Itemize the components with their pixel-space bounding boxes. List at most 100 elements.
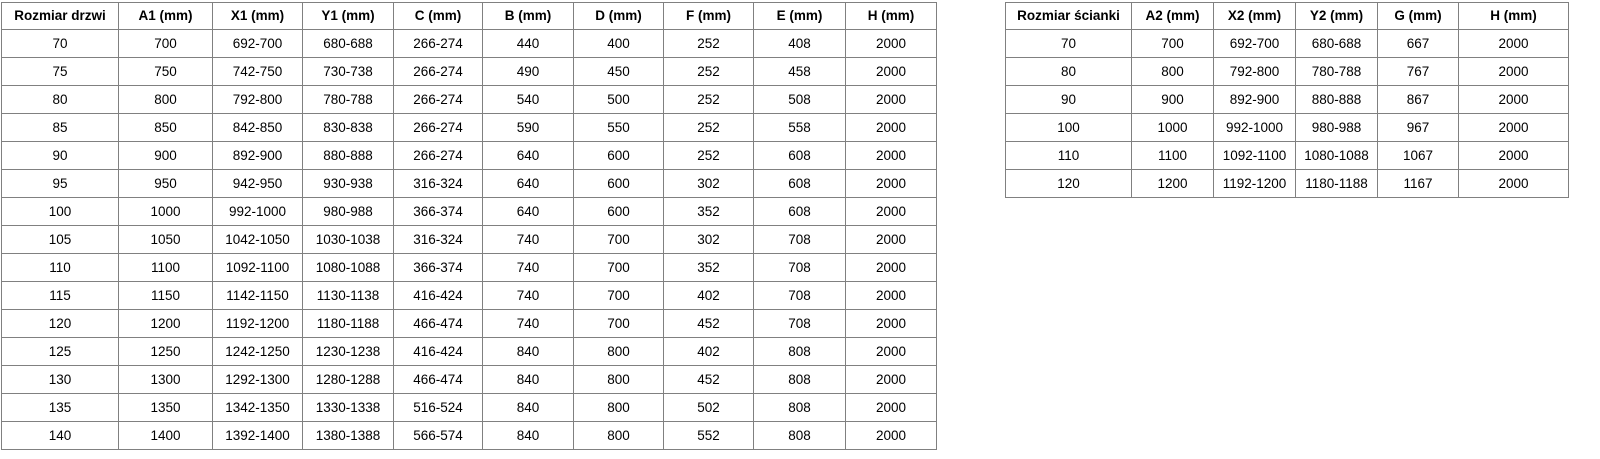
cell: 1230-1238 bbox=[302, 337, 394, 366]
table-row: 80 800 792-800 780-788 266-274 540 500 2… bbox=[1, 85, 937, 114]
cell: 566-574 bbox=[393, 421, 483, 450]
cell: 452 bbox=[663, 365, 754, 394]
cell: 880-888 bbox=[1295, 85, 1378, 114]
cell: 740 bbox=[482, 309, 574, 338]
cell: 115 bbox=[1, 281, 119, 310]
column-header-a2: A2 (mm) bbox=[1131, 2, 1214, 30]
cell: 708 bbox=[753, 309, 846, 338]
cell: 700 bbox=[1131, 29, 1214, 58]
cell: 2000 bbox=[845, 309, 937, 338]
table-row: 110 1100 1092-1100 1080-1088 366-374 740… bbox=[1, 253, 937, 282]
cell: 740 bbox=[482, 225, 574, 254]
cell: 1100 bbox=[118, 253, 213, 282]
cell: 692-700 bbox=[212, 29, 303, 58]
cell: 502 bbox=[663, 393, 754, 422]
table-row: 70 700 692-700 680-688 266-274 440 400 2… bbox=[1, 29, 937, 58]
table-row: 85 850 842-850 830-838 266-274 590 550 2… bbox=[1, 113, 937, 142]
cell: 780-788 bbox=[302, 85, 394, 114]
cell: 1130-1138 bbox=[302, 281, 394, 310]
cell: 2000 bbox=[845, 169, 937, 198]
cell: 1000 bbox=[118, 197, 213, 226]
cell: 640 bbox=[482, 141, 574, 170]
cell: 252 bbox=[663, 29, 754, 58]
cell: 1067 bbox=[1377, 141, 1459, 170]
cell: 100 bbox=[1005, 113, 1132, 142]
column-header-e: E (mm) bbox=[753, 2, 846, 30]
cell: 892-900 bbox=[1213, 85, 1296, 114]
cell: 2000 bbox=[845, 337, 937, 366]
wall-panel-size-table: Rozmiar ścianki A2 (mm) X2 (mm) Y2 (mm) … bbox=[1005, 2, 1569, 198]
column-header-f: F (mm) bbox=[663, 2, 754, 30]
table-row: 90 900 892-900 880-888 266-274 640 600 2… bbox=[1, 141, 937, 170]
wall-table-body: 70 700 692-700 680-688 667 2000 80 800 7… bbox=[1005, 29, 1569, 198]
column-header-g: G (mm) bbox=[1377, 2, 1459, 30]
cell: 1000 bbox=[1131, 113, 1214, 142]
cell: 808 bbox=[753, 337, 846, 366]
table-row: 75 750 742-750 730-738 266-274 490 450 2… bbox=[1, 57, 937, 86]
cell: 95 bbox=[1, 169, 119, 198]
cell: 2000 bbox=[1458, 141, 1569, 170]
cell: 1150 bbox=[118, 281, 213, 310]
table-row: 110 1100 1092-1100 1080-1088 1067 2000 bbox=[1005, 141, 1569, 170]
cell: 700 bbox=[573, 225, 664, 254]
cell: 105 bbox=[1, 225, 119, 254]
cell: 110 bbox=[1005, 141, 1132, 170]
cell: 1080-1088 bbox=[1295, 141, 1378, 170]
cell: 780-788 bbox=[1295, 57, 1378, 86]
cell: 590 bbox=[482, 113, 574, 142]
cell: 880-888 bbox=[302, 141, 394, 170]
cell: 1300 bbox=[118, 365, 213, 394]
cell: 708 bbox=[753, 253, 846, 282]
cell: 408 bbox=[753, 29, 846, 58]
cell: 466-474 bbox=[393, 309, 483, 338]
cell: 125 bbox=[1, 337, 119, 366]
cell: 800 bbox=[573, 393, 664, 422]
cell: 942-950 bbox=[212, 169, 303, 198]
cell: 458 bbox=[753, 57, 846, 86]
cell: 600 bbox=[573, 141, 664, 170]
cell: 1100 bbox=[1131, 141, 1214, 170]
cell: 608 bbox=[753, 141, 846, 170]
cell: 135 bbox=[1, 393, 119, 422]
cell: 1200 bbox=[118, 309, 213, 338]
cell: 316-324 bbox=[393, 225, 483, 254]
door-table-header: Rozmiar drzwi A1 (mm) X1 (mm) Y1 (mm) C … bbox=[1, 2, 937, 30]
cell: 1380-1388 bbox=[302, 421, 394, 450]
table-row: 135 1350 1342-1350 1330-1338 516-524 840… bbox=[1, 393, 937, 422]
cell: 440 bbox=[482, 29, 574, 58]
cell: 266-274 bbox=[393, 141, 483, 170]
cell: 992-1000 bbox=[1213, 113, 1296, 142]
door-table-body: 70 700 692-700 680-688 266-274 440 400 2… bbox=[1, 29, 937, 450]
cell: 2000 bbox=[845, 29, 937, 58]
cell: 742-750 bbox=[212, 57, 303, 86]
cell: 558 bbox=[753, 113, 846, 142]
table-row: 95 950 942-950 930-938 316-324 640 600 3… bbox=[1, 169, 937, 198]
cell: 2000 bbox=[845, 141, 937, 170]
cell: 1050 bbox=[118, 225, 213, 254]
cell: 700 bbox=[573, 253, 664, 282]
cell: 808 bbox=[753, 393, 846, 422]
cell: 1400 bbox=[118, 421, 213, 450]
cell: 252 bbox=[663, 141, 754, 170]
column-header-y1: Y1 (mm) bbox=[302, 2, 394, 30]
cell: 540 bbox=[482, 85, 574, 114]
cell: 80 bbox=[1, 85, 119, 114]
cell: 708 bbox=[753, 281, 846, 310]
column-header-c: C (mm) bbox=[393, 2, 483, 30]
column-header-h: H (mm) bbox=[1458, 2, 1569, 30]
cell: 90 bbox=[1, 141, 119, 170]
cell: 842-850 bbox=[212, 113, 303, 142]
cell: 608 bbox=[753, 197, 846, 226]
cell: 640 bbox=[482, 169, 574, 198]
cell: 1092-1100 bbox=[212, 253, 303, 282]
cell: 892-900 bbox=[212, 141, 303, 170]
cell: 120 bbox=[1005, 169, 1132, 198]
cell: 800 bbox=[573, 421, 664, 450]
cell: 1142-1150 bbox=[212, 281, 303, 310]
table-row: 70 700 692-700 680-688 667 2000 bbox=[1005, 29, 1569, 58]
cell: 800 bbox=[573, 337, 664, 366]
cell: 967 bbox=[1377, 113, 1459, 142]
cell: 1330-1338 bbox=[302, 393, 394, 422]
cell: 70 bbox=[1, 29, 119, 58]
cell: 90 bbox=[1005, 85, 1132, 114]
